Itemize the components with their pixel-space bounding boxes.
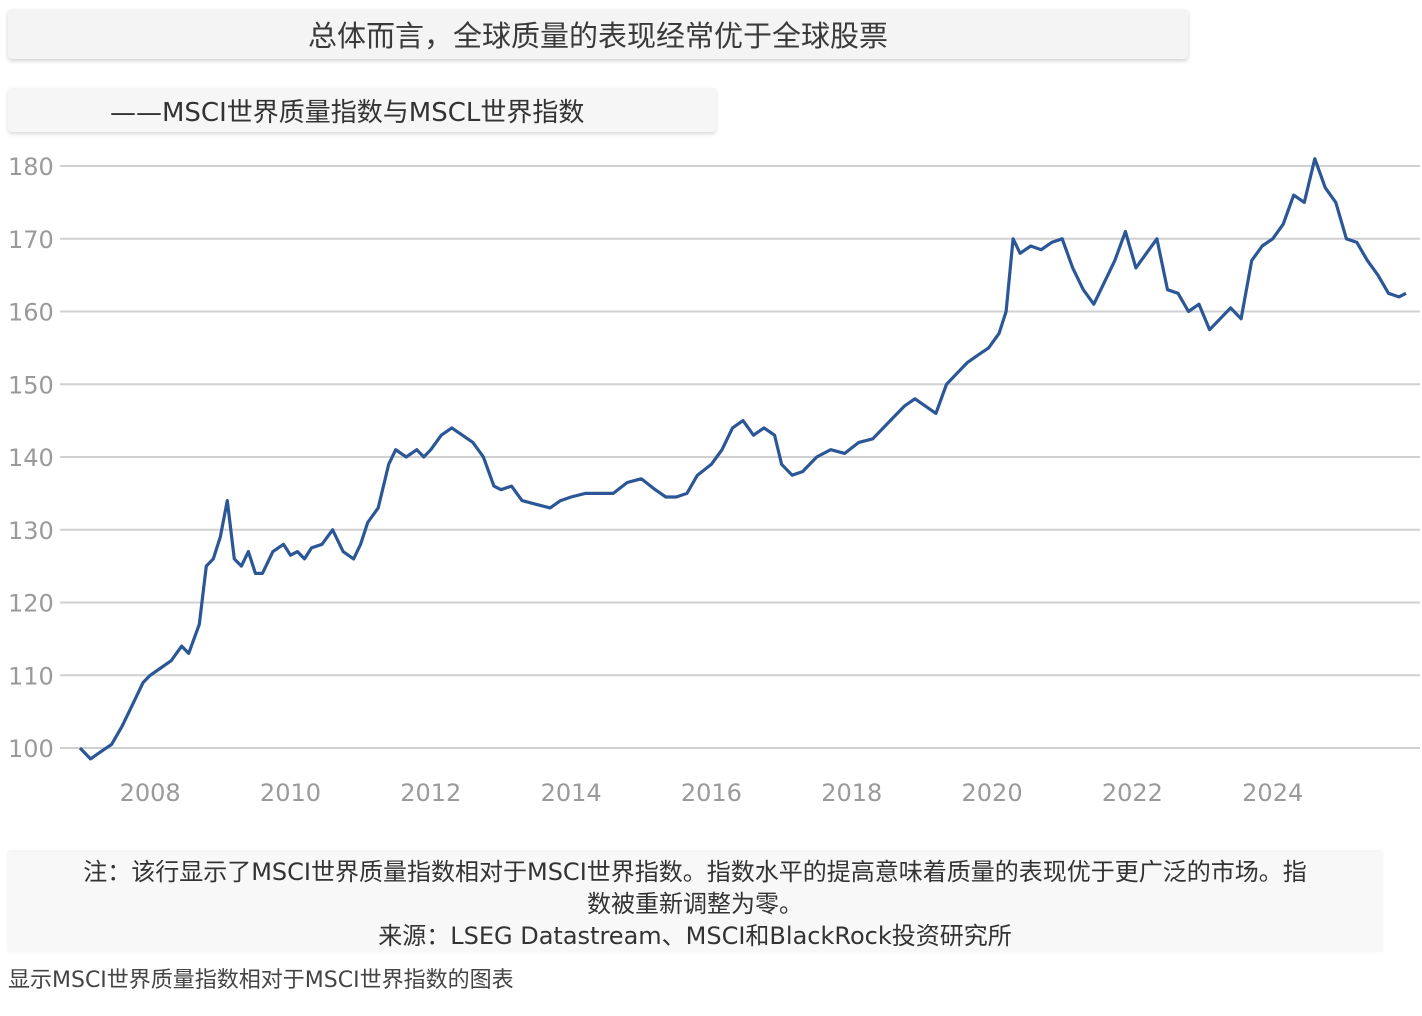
- y-tick-label: 120: [8, 590, 54, 618]
- y-tick-label: 160: [8, 299, 54, 327]
- image-caption: 显示MSCI世界质量指数相对于MSCI世界指数的图表: [8, 968, 514, 993]
- chart-note: 注：该行显示了MSCI世界质量指数相对于MSCI世界指数。指数水平的提高意味着质…: [8, 852, 1382, 952]
- y-tick-label: 110: [8, 662, 54, 690]
- chart-title: 总体而言，全球质量的表现经常优于全球股票: [8, 9, 1188, 59]
- y-tick-label: 100: [8, 735, 54, 763]
- x-tick-label: 2014: [541, 779, 602, 807]
- x-tick-label: 2022: [1102, 779, 1163, 807]
- y-tick-label: 140: [8, 444, 54, 472]
- y-axis-ticks: 100 110 120 130 140 150 160 170 180: [8, 153, 54, 763]
- chart-subtitle-text: ——MSCI世界质量指数与MSCL世界指数: [110, 97, 585, 128]
- y-tick-label: 180: [8, 153, 54, 181]
- x-tick-label: 2024: [1242, 779, 1303, 807]
- x-tick-label: 2018: [821, 779, 882, 807]
- x-axis-ticks: 2008 2010 2012 2014 2016 2018 2020 2022 2024: [120, 779, 1304, 807]
- x-tick-label: 2016: [681, 779, 742, 807]
- y-tick-label: 130: [8, 517, 54, 545]
- note-text-line2: 数被重新调整为零。: [587, 890, 803, 918]
- y-tick-label: 170: [8, 226, 54, 254]
- gridlines: [60, 165, 1420, 749]
- y-tick-label: 150: [8, 371, 54, 399]
- x-tick-label: 2008: [120, 779, 181, 807]
- source-text: 来源：LSEG Datastream、MSCI和BlackRock投资研究所: [378, 922, 1012, 950]
- chart-subtitle: ——MSCI世界质量指数与MSCL世界指数: [8, 88, 716, 132]
- line-chart: 100 110 120 130 140 150 160 170 180 2008 2010 2012…: [8, 153, 1420, 807]
- chart-title-text: 总体而言，全球质量的表现经常优于全球股票: [307, 19, 888, 53]
- series-line: [78, 157, 1407, 761]
- x-tick-label: 2020: [962, 779, 1023, 807]
- x-tick-label: 2010: [260, 779, 321, 807]
- note-text-line1: 注：该行显示了MSCI世界质量指数相对于MSCI世界指数。指数水平的提高意味着质…: [83, 858, 1307, 886]
- x-tick-label: 2012: [400, 779, 461, 807]
